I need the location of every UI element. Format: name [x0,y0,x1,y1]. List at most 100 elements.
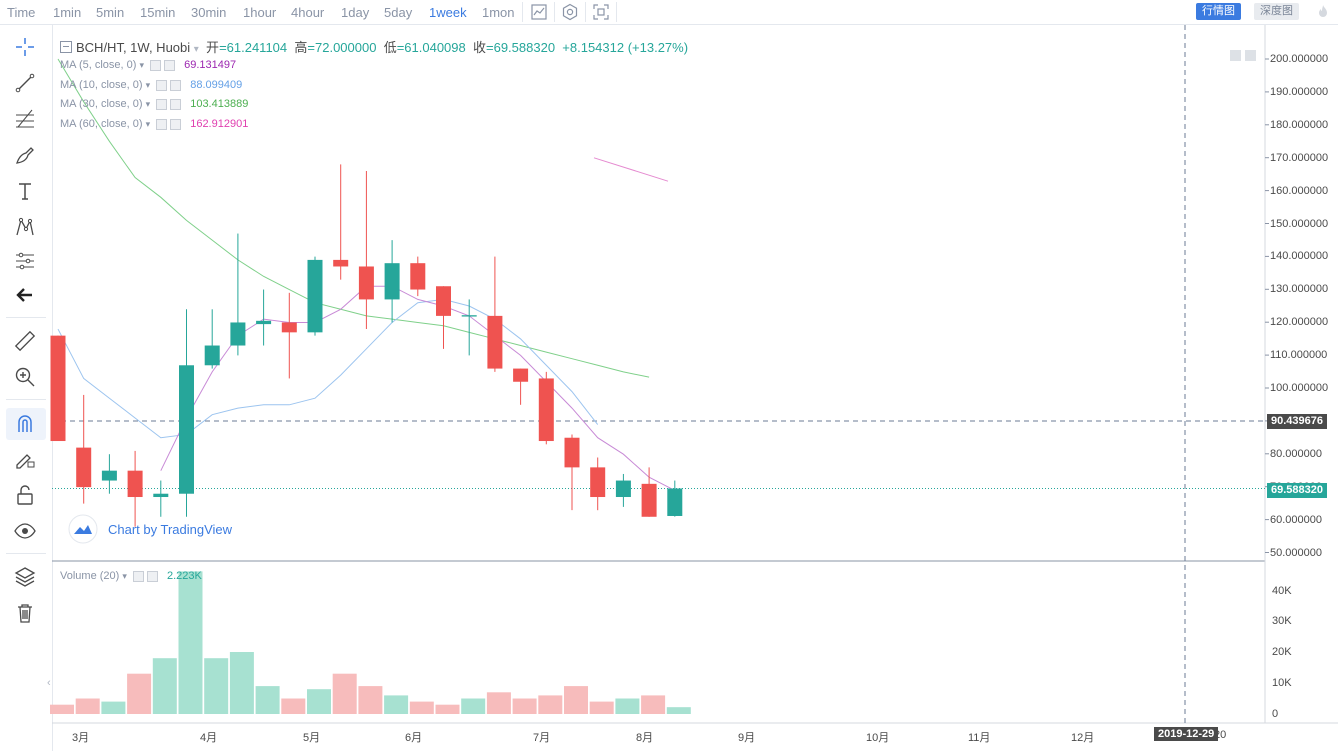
scale-up-icon[interactable] [1245,50,1256,61]
measure-tool-icon[interactable] [13,249,37,273]
volume-bar [152,658,177,714]
symbol-label[interactable]: BCH/HT, 1W, Huobi [76,40,191,55]
scale-down-icon[interactable] [1230,50,1241,61]
candle-body [410,263,426,290]
volume-bar [229,652,254,714]
indicator-value: 162.912901 [190,118,249,130]
indicator-value: 88.099409 [190,79,243,91]
volume-bar [255,686,280,714]
brush-icon[interactable] [13,143,37,167]
crosshair-icon[interactable] [13,35,37,59]
indicator-label: MA (30, close, 0) [60,98,143,110]
tradingview-watermark[interactable]: Chart by TradingView [66,514,232,544]
volume-bar [204,658,229,714]
tf-4hour[interactable]: 4hour [291,5,325,20]
indicator-label: MA (60, close, 0) [60,118,143,130]
toolbar-divider [522,2,523,22]
chevron-down-icon[interactable]: ▾ [122,571,127,581]
chevron-down-icon[interactable]: ▾ [193,44,199,55]
volume-tick-label: 40K [1272,585,1292,597]
volume-tick-label: 0 [1272,708,1279,720]
tf-15min[interactable]: 15min [140,5,176,20]
tf-1week[interactable]: 1week [429,5,467,20]
layers-icon[interactable] [13,565,37,589]
candle-body [153,493,169,498]
magnet-icon[interactable] [13,412,37,436]
volume-bar [178,571,203,714]
unlock-icon[interactable] [13,483,37,507]
text-tool-icon[interactable] [13,179,37,203]
crosshair-price-tag: 90.439676 [1267,414,1327,429]
flame-icon [1319,5,1327,17]
low-label: 低 [383,40,397,55]
indicator-ma5[interactable]: MA (5, close, 0) ▾ 69.131497 [60,59,236,71]
candle-body [615,480,631,498]
gear-icon[interactable] [156,79,168,91]
pattern-tool-icon[interactable] [13,215,37,239]
indicator-ma10[interactable]: MA (10, close, 0) ▾ 88.099409 [60,79,242,91]
toolbar-divider [6,553,46,554]
volume-bar [281,698,306,714]
price-tick-label: 160.000000 [1270,184,1329,197]
candle-body [179,365,194,494]
zoom-in-icon[interactable] [13,365,37,389]
close-icon[interactable] [170,98,182,110]
settings-icon[interactable] [561,3,579,21]
gear-icon[interactable] [132,570,144,582]
tf-1hour[interactable]: 1hour [243,5,277,20]
tf-30min[interactable]: 30min [191,5,227,20]
gear-icon[interactable] [156,118,168,130]
low-value: =61.040098 [396,40,466,55]
trendline-icon[interactable] [13,71,37,95]
chevron-down-icon[interactable]: ▾ [139,60,145,70]
close-icon[interactable] [146,570,158,582]
crosshair-date-tag: 2019-12-29 [1154,727,1219,741]
indicator-ma60[interactable]: MA (60, close, 0) ▾ 162.912901 [60,118,248,130]
toolbar-divider [6,399,46,400]
tf-1min[interactable]: 1min [53,5,82,20]
candle-body [204,345,220,366]
trash-icon[interactable] [13,601,37,625]
tab-depth-chart[interactable]: 深度图 [1254,3,1299,20]
time-tick-label: 6月 [405,732,423,744]
close-icon[interactable] [164,59,176,71]
close-label: 收 [472,40,486,55]
close-icon[interactable] [170,79,182,91]
indicator-volume[interactable]: Volume (20) ▾ 2.223K [60,570,202,582]
collapse-icon[interactable] [60,41,72,53]
time-tick-label: 11月 [968,732,991,744]
ruler-icon[interactable] [13,329,37,353]
price-tick-label: 170.000000 [1270,151,1329,164]
chevron-down-icon[interactable]: ▾ [145,99,151,109]
time-tick-label: 7月 [533,732,551,744]
indicator-ma30[interactable]: MA (30, close, 0) ▾ 103.413889 [60,98,248,110]
chevron-down-icon[interactable]: ▾ [145,119,151,129]
gear-icon[interactable] [150,59,162,71]
arrow-left-icon[interactable] [13,283,37,307]
chevron-down-icon[interactable]: ▾ [145,80,151,90]
close-icon[interactable] [170,118,182,130]
candle-body [538,378,554,442]
time-tick-label: 10月 [866,732,890,744]
fullscreen-icon[interactable] [592,3,610,21]
chart-type-icon[interactable] [530,3,548,21]
tf-1mon[interactable]: 1mon [482,5,515,20]
toolbar-divider [616,2,617,22]
tf-time[interactable]: Time [7,5,36,20]
candle-body [564,437,580,468]
tf-5min[interactable]: 5min [96,5,125,20]
candle-body [667,488,683,516]
lock-drawing-icon[interactable] [13,447,37,471]
tf-1day[interactable]: 1day [341,5,370,20]
fib-tool-icon[interactable] [13,107,37,131]
tab-market-chart[interactable]: 行情图 [1196,3,1241,20]
time-tick-label: 4月 [200,732,218,744]
eye-icon[interactable] [13,519,37,543]
volume-bar [461,698,486,714]
gear-icon[interactable] [156,98,168,110]
tf-5day[interactable]: 5day [384,5,413,20]
close-value: =69.588320 [486,40,556,55]
candle-body [281,322,297,333]
candle-body [76,447,92,488]
